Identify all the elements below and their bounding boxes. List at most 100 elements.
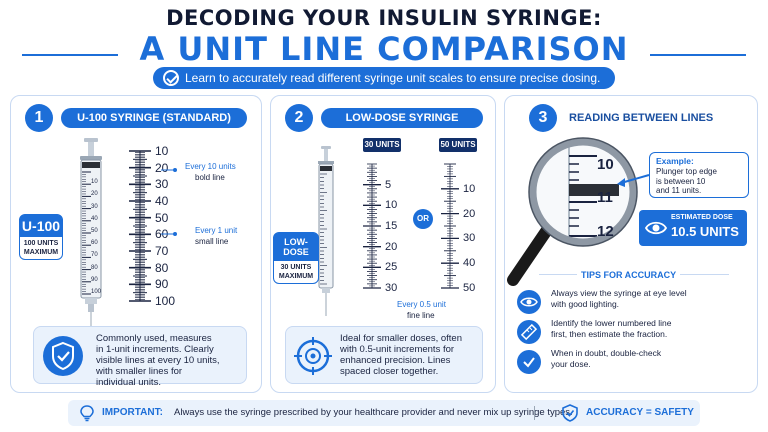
scale-30-label: 30 — [385, 282, 398, 294]
estimated-dose-box: ESTIMATED DOSE 10.5 UNITS — [639, 210, 747, 246]
tip2-line1: Identify the lower numbered line — [551, 318, 672, 328]
low-dose-badge-line2: MAXIMUM — [278, 273, 314, 280]
scale-50-units — [441, 163, 459, 289]
example-title: Example: — [656, 156, 694, 166]
u100-desc-line3: visible lines at every 10 units, — [96, 355, 220, 366]
u100-barrel-label: 90 — [91, 276, 98, 283]
low-dose-description: Ideal for smaller doses, often with 0.5-… — [285, 326, 483, 384]
example-arrow-icon — [617, 174, 650, 187]
shield-check-icon — [562, 404, 578, 422]
u100-barrel-label: 100 — [91, 289, 102, 295]
u100-barrel-label: 70 — [91, 252, 98, 259]
panel1-number: 1 — [25, 104, 53, 132]
tips-title: TIPS FOR ACCURACY — [577, 270, 681, 280]
page-title-line1: DECODING YOUR INSULIN SYRINGE: — [166, 6, 602, 30]
tip1-line2: with good lighting. — [551, 299, 620, 309]
title-rule-left — [22, 54, 118, 56]
u100-barrel-label: 10 — [91, 179, 98, 186]
u100-syringe-illustration — [80, 138, 102, 330]
u100-scale-label: 100 — [155, 294, 176, 308]
scale-30-label: 25 — [385, 261, 398, 274]
scale-30-label: 20 — [385, 240, 398, 253]
u100-barrel-label: 60 — [91, 240, 98, 247]
panel3-heading: READING BETWEEN LINES — [569, 112, 714, 124]
u100-desc-line5: individual units. — [96, 377, 161, 388]
low-dose-note-sub: fine line — [407, 311, 435, 320]
page-title-line2: A UNIT LINE COMPARISON — [139, 30, 629, 68]
u100-scale-label: 70 — [155, 244, 169, 258]
footer-important-text: Always use the syringe prescribed by you… — [174, 407, 573, 418]
u100-scale-label: 90 — [155, 277, 169, 292]
tip-lower-line: Identify the lower numbered line first, t… — [517, 318, 745, 348]
scale-50-label: 10 — [463, 182, 476, 195]
footer-important-label: IMPORTANT: — [102, 407, 163, 418]
u100-note2-sub: small line — [195, 237, 229, 246]
lightbulb-icon — [80, 405, 94, 422]
scale-50-label: 50 — [463, 282, 476, 294]
low-dose-badge-title: LOW-DOSE — [274, 233, 318, 261]
low-dose-badge: LOW-DOSE 30 UNITS MAXIMUM — [273, 232, 319, 284]
low-dose-desc-line2: with 0.5-unit increments for — [340, 344, 455, 355]
u100-scale-label: 50 — [155, 210, 169, 225]
u100-desc-line2: in 1-unit increments. Clearly — [96, 344, 214, 355]
low-dose-syringe-illustration — [318, 146, 334, 316]
u100-badge-title: U-100 — [20, 215, 62, 237]
u100-desc-line1: Commonly used, measures — [96, 333, 212, 344]
estimated-dose-value: 10.5 UNITS — [671, 224, 739, 239]
scale-tag-50: 50 UNITS — [439, 138, 477, 152]
u100-barrel-label: 40 — [91, 215, 98, 222]
ruler-icon — [517, 320, 541, 344]
scale-30-label: 15 — [385, 220, 398, 232]
u100-scale-label: 20 — [155, 160, 169, 175]
u100-scale-label: 40 — [155, 194, 169, 208]
estimated-dose-label: ESTIMATED DOSE — [671, 214, 733, 221]
u100-scale-label: 30 — [155, 177, 169, 192]
tip-eye-level: Always view the syringe at eye level with… — [517, 288, 745, 318]
u100-scale-label: 10 — [155, 144, 169, 158]
lens-label-11: 11 — [597, 189, 613, 206]
u100-scale — [129, 150, 151, 302]
subtitle-text: Learn to accurately read different syrin… — [185, 71, 601, 85]
tip-double-check: When in doubt, double-check your dose. — [517, 348, 745, 378]
panel1-heading: U-100 SYRINGE (STANDARD) — [61, 108, 247, 128]
scale-tag-30: 30 UNITS — [363, 138, 401, 152]
panel-low-dose: 2 LOW-DOSE SYRINGE LOW-DOSE 30 UNITS MAXI… — [270, 95, 496, 393]
u100-badge-line1: 100 UNITS — [23, 240, 59, 247]
low-dose-desc-line3: enhanced precision. Lines — [340, 355, 451, 366]
title-rule-right — [650, 54, 746, 56]
u100-note-pointers — [161, 168, 177, 236]
panel2-heading: LOW-DOSE SYRINGE — [321, 108, 483, 128]
u100-desc-line4: with smaller lines for — [96, 366, 183, 377]
u100-barrel-label: 50 — [91, 228, 98, 234]
check-circle-icon — [163, 70, 179, 86]
panel3-number: 3 — [529, 104, 557, 132]
example-line3: and 11 units. — [656, 186, 702, 195]
scale-50-label: 30 — [463, 232, 476, 245]
eye-icon — [645, 221, 667, 235]
eye-icon — [517, 290, 541, 314]
u100-note1-sub: bold line — [195, 173, 225, 182]
lens-label-12: 12 — [597, 223, 614, 240]
footer-divider — [534, 406, 535, 420]
footer-banner: IMPORTANT: Always use the syringe prescr… — [68, 400, 700, 426]
subtitle-banner: Learn to accurately read different syrin… — [153, 67, 615, 89]
shield-check-icon — [43, 336, 83, 376]
example-line2: is between 10 — [656, 176, 706, 186]
example-line1: Plunger top edge — [656, 167, 717, 176]
tip2-line2: first, then estimate the fraction. — [551, 329, 668, 339]
example-callout: Example: Plunger top edge is between 10 … — [649, 152, 749, 198]
panel-u100: 1 U-100 SYRINGE (STANDARD) 10 20 30 40 50 60 7… — [10, 95, 262, 393]
tip3-line1: When in doubt, double-check — [551, 348, 662, 358]
panel-reading-between-lines: 3 READING BETWEEN LINES 10 11 12 — [504, 95, 758, 393]
u100-note1-title: Every 10 units — [185, 162, 236, 171]
tip1-line1: Always view the syringe at eye level — [551, 288, 687, 298]
low-dose-desc-line4: spaced closer together. — [340, 366, 439, 377]
u100-note2-title: Every 1 unit — [195, 226, 238, 235]
scale-50-label: 20 — [463, 207, 476, 220]
u100-scale-label: 80 — [155, 260, 169, 275]
panel2-number: 2 — [285, 104, 313, 132]
u100-barrel-label: 20 — [91, 191, 98, 198]
footer-safety: ACCURACY = SAFETY — [586, 407, 694, 418]
u100-badge-line2: MAXIMUM — [23, 249, 59, 256]
u100-barrel-label: 30 — [91, 203, 98, 210]
